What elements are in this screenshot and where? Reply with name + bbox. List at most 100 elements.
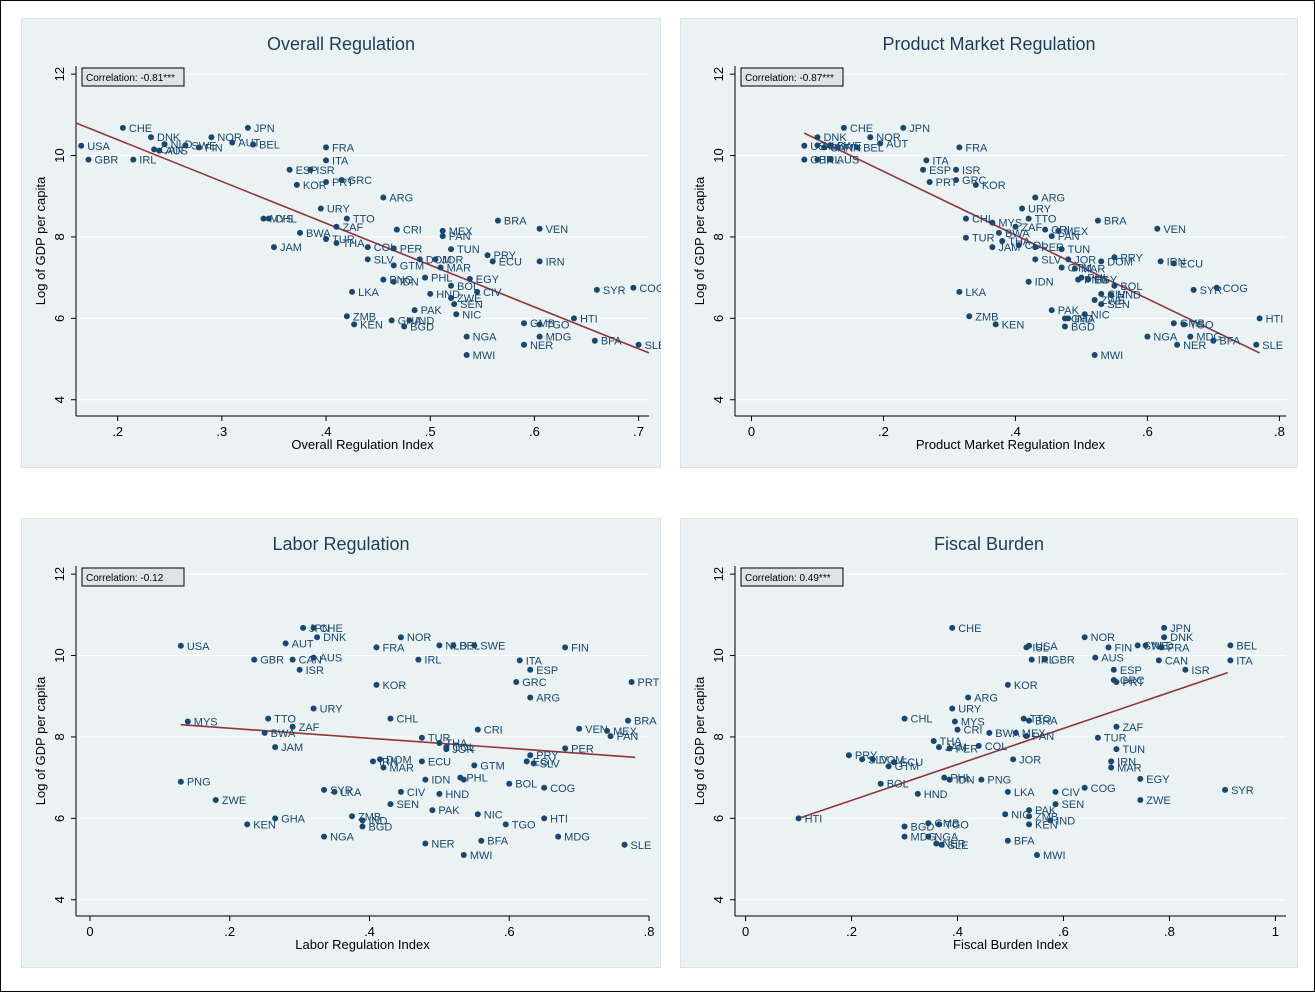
y-axis-label: Log of GDP per capita (692, 176, 707, 305)
y-tick-label: 8 (52, 233, 67, 240)
point-label: CHE (958, 623, 981, 635)
data-point (975, 742, 982, 749)
data-point (250, 141, 257, 148)
data-point (821, 144, 828, 151)
data-point (130, 156, 137, 163)
data-point (411, 307, 418, 314)
data-point (390, 262, 397, 269)
data-point (119, 124, 126, 131)
y-tick-label: 10 (52, 148, 67, 162)
data-point (1098, 258, 1105, 265)
point-label: KOR (303, 180, 327, 192)
y-tick-label: 10 (711, 648, 726, 662)
data-point (513, 678, 520, 685)
point-label: ZAF (1122, 722, 1143, 734)
data-point (1025, 278, 1032, 285)
point-label: CIV (1062, 787, 1081, 799)
data-point (376, 756, 383, 763)
data-point (621, 841, 628, 848)
data-point (1004, 837, 1011, 844)
point-label: SYR (1231, 785, 1254, 797)
point-label: NIC (462, 309, 481, 321)
data-point (1161, 634, 1168, 641)
point-label: MEX (449, 226, 474, 238)
point-label: CHL (972, 214, 994, 226)
plot-area (735, 66, 1286, 416)
data-point (418, 758, 425, 765)
data-point (555, 833, 562, 840)
data-point (1108, 758, 1115, 765)
point-label: MWI (473, 350, 496, 362)
point-label: LKA (1014, 787, 1035, 799)
point-label: FRA (965, 142, 988, 154)
point-label: ZAF (342, 222, 363, 234)
data-point (953, 176, 960, 183)
point-label: PER (956, 743, 979, 755)
data-point (604, 727, 611, 734)
point-label: SLE (948, 840, 969, 852)
point-label: ZWE (1146, 795, 1170, 807)
data-point (1174, 341, 1181, 348)
point-label: COG (1091, 783, 1116, 795)
data-point (1026, 821, 1033, 828)
data-point (1020, 715, 1027, 722)
point-label: TUR (1104, 733, 1127, 745)
fit-line (75, 122, 650, 354)
point-label: IRN (1117, 756, 1136, 768)
correlation-label: Correlation: -0.81*** (86, 73, 175, 84)
point-label: TUN (1122, 744, 1145, 756)
point-label: IDN (400, 277, 419, 289)
data-point (460, 776, 467, 783)
point-label: TTO (1035, 214, 1057, 226)
point-label: FIN (1115, 642, 1133, 654)
data-point (1004, 788, 1011, 795)
point-label: SWE (480, 640, 505, 652)
data-point (364, 256, 371, 263)
x-tick-label: .8 (1164, 924, 1175, 939)
data-point (962, 215, 969, 222)
point-label: NER (431, 839, 454, 851)
data-point (429, 807, 436, 814)
x-tick-label: .3 (216, 424, 227, 439)
point-label: USA (187, 641, 210, 653)
data-point (1161, 624, 1168, 631)
x-tick-label: .2 (878, 424, 889, 439)
point-label: TUN (457, 244, 480, 256)
y-tick-label: 8 (52, 733, 67, 740)
data-point (1155, 657, 1162, 664)
point-label: NER (530, 340, 553, 352)
point-label: CIV (483, 287, 502, 299)
data-point (1098, 290, 1105, 297)
data-point (840, 124, 847, 131)
panel-labor-regulation: Labor Regulation 0 .2 .4 .6 .8 4 6 8 10 12 Labor Re… (21, 518, 661, 968)
data-point (562, 745, 569, 752)
point-label: CHL (275, 214, 297, 226)
point-label: CHE (850, 123, 873, 135)
point-label: NER (1183, 340, 1206, 352)
point-label: MAR (1117, 762, 1142, 774)
data-point (393, 226, 400, 233)
point-label: DOM (426, 254, 452, 266)
point-label: BGD (410, 321, 434, 333)
point-label: MAR (1081, 264, 1106, 276)
point-label: ECU (900, 757, 923, 769)
point-label: DNK (1170, 632, 1194, 644)
point-label: CRI (484, 725, 503, 737)
data-point (901, 833, 908, 840)
correlation-box: Correlation: -0.87*** (740, 67, 844, 87)
x-tick-label: .2 (224, 924, 235, 939)
data-point (827, 142, 834, 149)
y-tick-label: 4 (711, 396, 726, 403)
plot-area (76, 566, 649, 916)
point-label: ZMB (353, 311, 376, 323)
data-point (321, 786, 328, 793)
point-label: MDG (546, 332, 572, 344)
panel-product-market-regulation: Product Market Regulation 0 .2 .4 .6 .8 4 6 8 10 1… (680, 18, 1298, 468)
plot-area (76, 66, 649, 416)
data-point (949, 624, 956, 631)
data-point (314, 634, 321, 641)
point-label: ZWE (457, 293, 481, 305)
point-label: TUN (1068, 244, 1091, 256)
point-label: ZMB (975, 311, 998, 323)
data-point (1010, 756, 1017, 763)
